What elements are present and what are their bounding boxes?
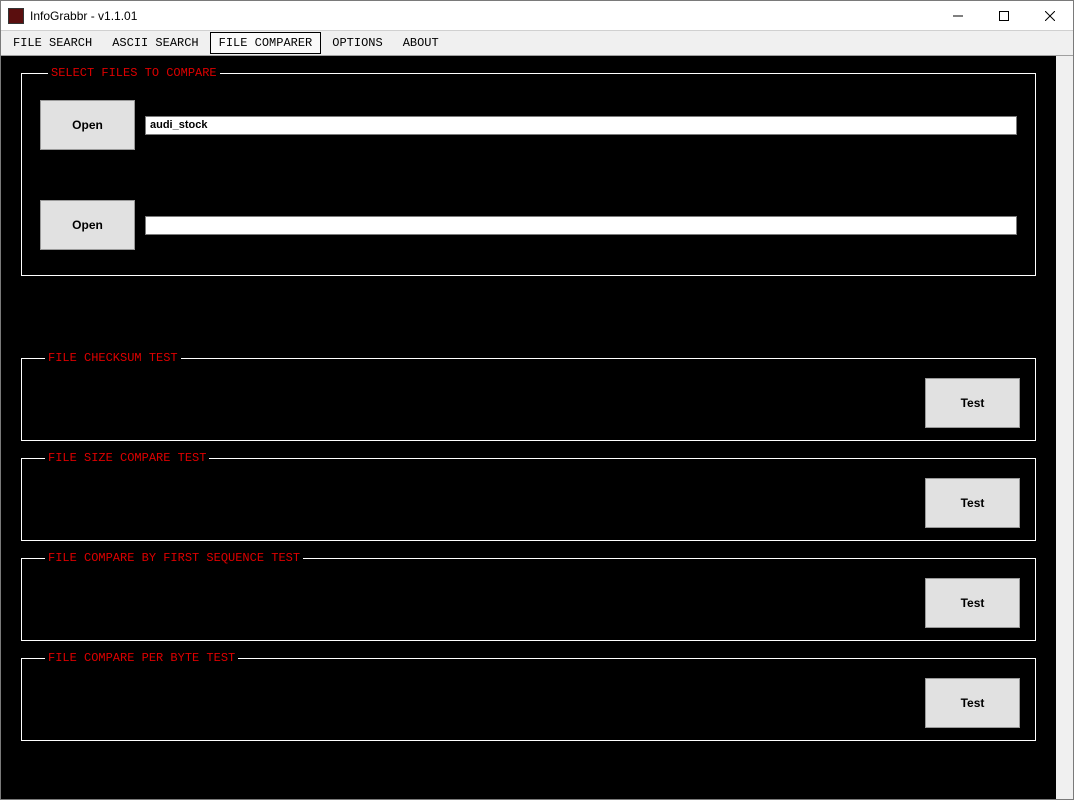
size-test-group: FILE SIZE COMPARE TEST Test — [21, 451, 1036, 541]
vertical-scrollbar[interactable] — [1056, 56, 1073, 799]
close-button[interactable] — [1027, 1, 1073, 30]
minimize-button[interactable] — [935, 1, 981, 30]
file-row-2: Open — [40, 200, 1017, 250]
open-file2-button[interactable]: Open — [40, 200, 135, 250]
first-seq-test-button[interactable]: Test — [925, 578, 1020, 628]
open-file1-button[interactable]: Open — [40, 100, 135, 150]
app-window: InfoGrabbr - v1.1.01 FILE SEARCH ASCII S… — [0, 0, 1074, 800]
close-icon — [1045, 11, 1055, 21]
checksum-test-button[interactable]: Test — [925, 378, 1020, 428]
select-files-group: SELECT FILES TO COMPARE Open Open — [21, 66, 1036, 276]
per-byte-test-button[interactable]: Test — [925, 678, 1020, 728]
titlebar-buttons — [935, 1, 1073, 30]
tab-file-search[interactable]: FILE SEARCH — [4, 32, 101, 54]
per-byte-test-group: FILE COMPARE PER BYTE TEST Test — [21, 651, 1036, 741]
tab-ascii-search[interactable]: ASCII SEARCH — [103, 32, 207, 54]
app-icon — [8, 8, 24, 24]
tab-bar: FILE SEARCH ASCII SEARCH FILE COMPARER O… — [1, 31, 1073, 56]
per-byte-legend: FILE COMPARE PER BYTE TEST — [45, 651, 238, 665]
first-seq-legend: FILE COMPARE BY FIRST SEQUENCE TEST — [45, 551, 303, 565]
tab-file-comparer[interactable]: FILE COMPARER — [210, 32, 322, 54]
file2-input[interactable] — [145, 216, 1017, 235]
maximize-icon — [999, 11, 1009, 21]
checksum-legend: FILE CHECKSUM TEST — [45, 351, 181, 365]
file-row-1: Open — [40, 100, 1017, 150]
size-test-button[interactable]: Test — [925, 478, 1020, 528]
maximize-button[interactable] — [981, 1, 1027, 30]
inner-content: SELECT FILES TO COMPARE Open Open FILE C… — [21, 66, 1036, 741]
content-area: SELECT FILES TO COMPARE Open Open FILE C… — [1, 56, 1073, 799]
select-files-legend: SELECT FILES TO COMPARE — [48, 66, 220, 80]
checksum-test-group: FILE CHECKSUM TEST Test — [21, 351, 1036, 441]
window-title: InfoGrabbr - v1.1.01 — [30, 9, 935, 23]
tab-about[interactable]: ABOUT — [394, 32, 448, 54]
file1-input[interactable] — [145, 116, 1017, 135]
first-seq-test-group: FILE COMPARE BY FIRST SEQUENCE TEST Test — [21, 551, 1036, 641]
titlebar: InfoGrabbr - v1.1.01 — [1, 1, 1073, 31]
tab-options[interactable]: OPTIONS — [323, 32, 391, 54]
size-legend: FILE SIZE COMPARE TEST — [45, 451, 209, 465]
minimize-icon — [953, 11, 963, 21]
